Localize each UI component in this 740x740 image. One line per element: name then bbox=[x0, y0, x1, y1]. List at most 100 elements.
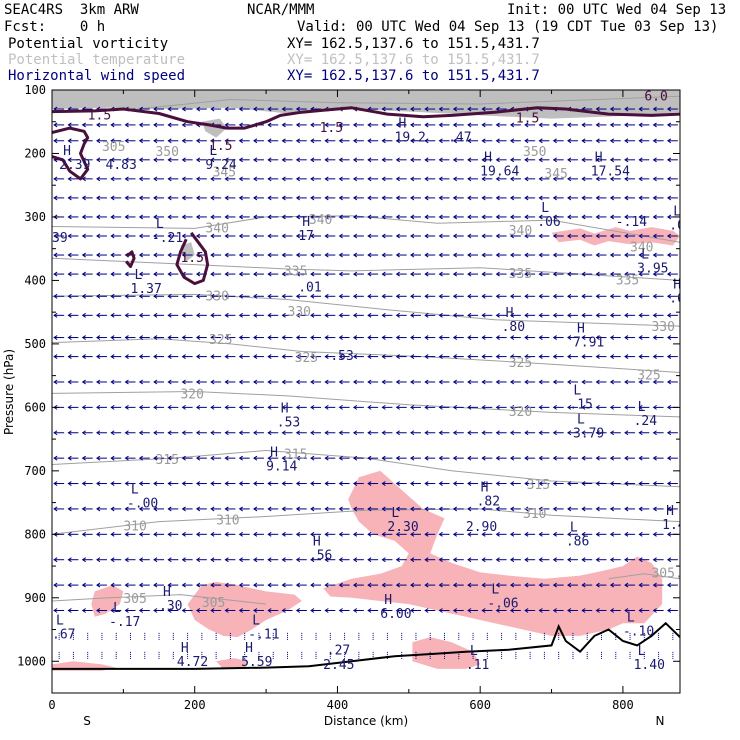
wind-vector-head bbox=[167, 481, 172, 486]
wind-vector-head bbox=[638, 379, 643, 385]
wind-vector-head bbox=[224, 252, 229, 258]
wind-vector-head bbox=[552, 455, 557, 461]
wind-vector-head bbox=[495, 531, 500, 537]
wind-vector-head bbox=[652, 404, 657, 410]
wind-vector-head bbox=[410, 233, 415, 239]
isentrope-340-1 bbox=[52, 215, 680, 243]
wind-vector-head bbox=[224, 195, 229, 201]
wind-vector-head bbox=[195, 506, 201, 512]
wind-vector-head bbox=[410, 157, 415, 163]
wind-vector-head bbox=[452, 122, 458, 128]
wind-vector-head bbox=[195, 271, 201, 277]
wind-vector-head bbox=[153, 138, 158, 144]
extremum-kind-label: L bbox=[541, 201, 549, 216]
org-label: NCAR/MMM bbox=[247, 2, 315, 18]
wind-vector-head bbox=[67, 312, 72, 318]
wind-vector-head bbox=[195, 531, 201, 537]
wind-vector-head bbox=[410, 404, 415, 410]
wind-vector-head bbox=[110, 354, 115, 360]
wind-vector-head bbox=[167, 582, 172, 588]
wind-vector-head bbox=[124, 608, 129, 613]
isentrope-label: 330 bbox=[288, 305, 311, 320]
wind-vector-head bbox=[624, 106, 629, 112]
wind-vector-head bbox=[338, 481, 343, 486]
wind-vector-head bbox=[595, 404, 600, 410]
wind-vector-head bbox=[438, 335, 443, 340]
wind-vector-head bbox=[495, 481, 500, 486]
wind-vector-head bbox=[538, 195, 543, 201]
wind-vector-head bbox=[567, 455, 572, 461]
wind-vector-head bbox=[567, 214, 572, 220]
wind-vector-head bbox=[395, 335, 400, 340]
wind-vector-head bbox=[609, 335, 615, 340]
wind-vector-head bbox=[253, 506, 258, 512]
wind-vector-head bbox=[295, 122, 301, 128]
wind-vector-head bbox=[295, 608, 301, 613]
wind-vector-head bbox=[181, 557, 186, 563]
wind-vector-head bbox=[224, 176, 229, 182]
wind-vector-head bbox=[238, 481, 243, 486]
wind-vector-head bbox=[609, 252, 615, 258]
extremum-value-label: .15 bbox=[569, 397, 592, 412]
wind-vector-head bbox=[238, 506, 243, 512]
wind-vector-head bbox=[53, 354, 58, 360]
wind-vector-head bbox=[438, 122, 443, 128]
wind-vector-head bbox=[524, 582, 529, 588]
wind-vector-head bbox=[153, 531, 158, 537]
wind-vector-head bbox=[281, 531, 286, 537]
wind-vector-head bbox=[638, 312, 643, 318]
wind-vector-head bbox=[609, 195, 615, 201]
extremum-value-label: -.14 bbox=[616, 215, 647, 230]
wind-vector-head bbox=[538, 557, 543, 563]
wind-vector-head bbox=[67, 455, 72, 461]
wind-vector-head bbox=[310, 195, 315, 201]
wind-vector-head bbox=[153, 233, 158, 239]
wind-vector-head bbox=[666, 379, 672, 385]
wind-vector-head bbox=[609, 122, 615, 128]
wind-vector-head bbox=[652, 312, 657, 318]
wind-vector-head bbox=[81, 271, 86, 277]
isentrope-335-2 bbox=[52, 257, 680, 281]
wind-vector-head bbox=[467, 122, 472, 128]
wind-vector-head bbox=[124, 379, 129, 385]
wind-vector-head bbox=[638, 214, 643, 220]
wind-vector-head bbox=[467, 252, 472, 258]
extremum-value-label: 5.59 bbox=[241, 655, 272, 670]
wind-vector-head bbox=[96, 252, 101, 258]
wind-vector-head bbox=[524, 312, 529, 318]
wind-vector-head bbox=[424, 157, 429, 163]
wind-vector-head bbox=[381, 481, 386, 486]
wind-vector-head bbox=[367, 195, 372, 201]
wind-vector-head bbox=[381, 122, 386, 128]
extremum-value-label: 4.72 bbox=[177, 655, 208, 670]
field-wind-name: Horizontal wind speed bbox=[8, 68, 186, 84]
wind-vector-head bbox=[652, 335, 657, 340]
wind-vector-head bbox=[167, 430, 172, 436]
wind-vector-head bbox=[224, 379, 229, 385]
extremum-kind-label: H bbox=[399, 117, 407, 132]
wind-vector-head bbox=[295, 531, 301, 537]
y-axis-label: Pressure (hPa) bbox=[2, 349, 16, 435]
wind-vector-head bbox=[509, 157, 515, 163]
wind-vector-head bbox=[552, 354, 557, 360]
wind-vector-head bbox=[281, 233, 286, 239]
wind-vector-head bbox=[281, 157, 286, 163]
wind-vector-head bbox=[81, 608, 86, 613]
wind-vector-head bbox=[367, 430, 372, 436]
wind-vector-head bbox=[124, 582, 129, 588]
wind-vector-head bbox=[352, 138, 358, 144]
wind-vector-head bbox=[509, 122, 515, 128]
wind-vector-head bbox=[81, 214, 86, 220]
wind-vector-head bbox=[124, 271, 129, 277]
wind-vector-head bbox=[624, 176, 629, 182]
wind-vector-head bbox=[438, 138, 443, 144]
wind-vector-head bbox=[509, 138, 515, 144]
wind-vector-head bbox=[381, 404, 386, 410]
wind-vector-head bbox=[338, 122, 343, 128]
wind-vector-head bbox=[310, 157, 315, 163]
wind-vector-head bbox=[595, 233, 600, 239]
wind-vector-head bbox=[81, 293, 86, 299]
wind-vector-head bbox=[410, 531, 415, 537]
wind-vector-head bbox=[624, 404, 629, 410]
wind-vector-head bbox=[524, 176, 529, 182]
